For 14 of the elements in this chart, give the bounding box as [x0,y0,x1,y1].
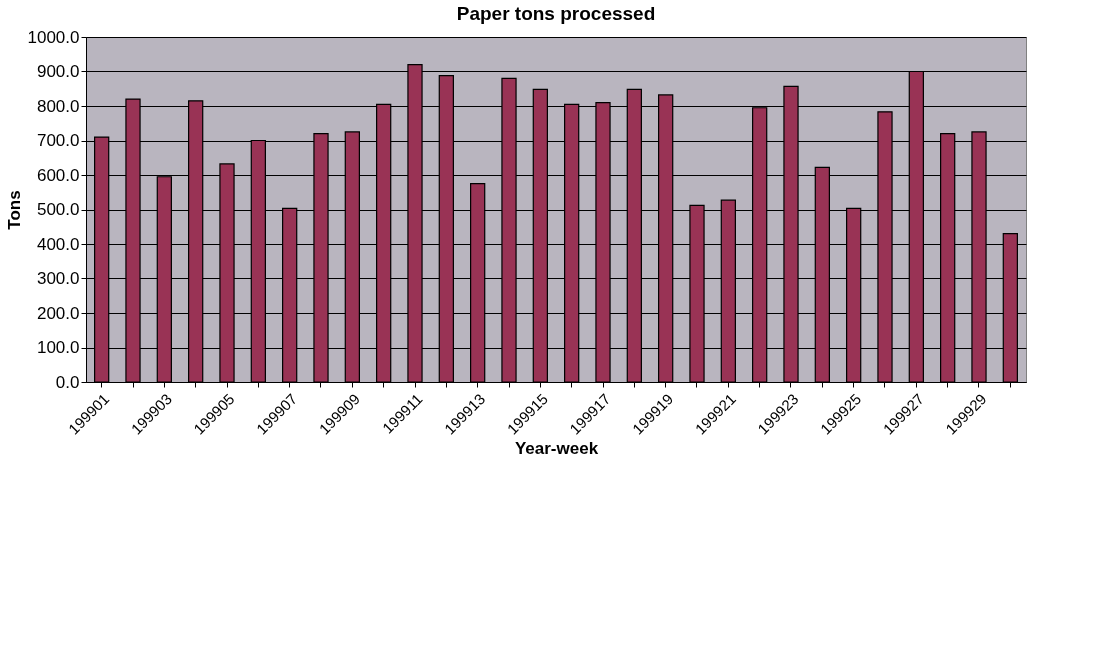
y-tick-label: 100.0 [36,338,80,357]
y-tick-label: 0.0 [55,372,80,392]
y-tick-label: 900.0 [36,62,80,81]
y-tick-label: 700.0 [36,131,80,150]
y-tick-label: 300.0 [36,269,80,288]
chart-title: Paper tons processed [456,3,656,24]
y-axis-title: Tons [4,190,24,230]
y-tick-label: 1000.0 [27,27,80,47]
y-tick-label: 400.0 [36,234,80,254]
y-tick-label: 600.0 [36,165,80,185]
x-axis-title: Year-week [514,439,599,459]
y-tick-label: 500.0 [36,200,80,219]
y-tick-label: 200.0 [36,303,80,323]
y-tick-label: 800.0 [36,96,80,116]
